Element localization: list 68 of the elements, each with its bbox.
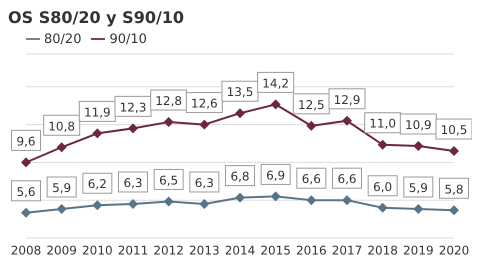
point	[306, 120, 316, 131]
data-label: 6,5	[159, 173, 178, 188]
point	[92, 200, 102, 210]
point	[92, 128, 102, 138]
data-label: 12,6	[190, 96, 218, 111]
point	[413, 204, 424, 214]
point	[378, 140, 388, 150]
point	[449, 205, 459, 216]
point	[270, 99, 281, 110]
x-tick-label: 2013	[189, 244, 220, 258]
data-label: 14,2	[262, 76, 290, 90]
x-tick-label: 2011	[118, 244, 148, 258]
point	[235, 192, 245, 203]
legend-label: 80/20	[44, 32, 82, 47]
data-label: 10,5	[440, 123, 468, 138]
data-label: 5,9	[52, 181, 72, 196]
data-label: 6,9	[266, 168, 286, 182]
x-tick-label: 2020	[438, 244, 470, 258]
x-tick-label: 2010	[82, 244, 113, 258]
data-label: 11,0	[369, 116, 396, 131]
legend-label: 90/10	[109, 32, 147, 47]
data-label: 5,8	[444, 182, 464, 196]
x-tick-label: 2016	[296, 244, 327, 258]
point	[164, 196, 174, 206]
x-tick-label: 2017	[332, 244, 362, 258]
x-tick-label: 2019	[403, 244, 434, 258]
point	[270, 191, 281, 202]
chart-title: OS S80/20 y S90/10	[8, 8, 186, 28]
point	[21, 157, 31, 168]
data-label: 10,9	[404, 118, 432, 132]
point	[342, 116, 352, 126]
point	[56, 204, 67, 214]
data-label: 9,6	[16, 134, 36, 148]
x-tick-label: 2012	[153, 244, 184, 258]
point	[449, 146, 459, 156]
point	[342, 195, 352, 206]
data-label: 6,3	[194, 176, 214, 190]
data-label: 6,0	[373, 180, 392, 194]
data-label: 11,9	[84, 105, 111, 120]
data-label: 13,5	[226, 85, 254, 100]
point	[378, 202, 388, 213]
point	[199, 198, 210, 209]
point	[128, 198, 138, 209]
point	[235, 108, 245, 118]
data-label: 12,3	[120, 100, 146, 114]
data-label: 12,5	[298, 98, 325, 112]
data-label: 12,8	[155, 94, 182, 108]
data-label: 10,8	[48, 119, 76, 134]
x-tick-label: 2018	[367, 244, 398, 258]
point	[199, 120, 210, 130]
data-label: 6,6	[337, 172, 357, 186]
point	[56, 142, 67, 152]
data-label: 6,2	[88, 177, 107, 192]
x-tick-label: 2014	[224, 244, 256, 258]
point	[128, 123, 138, 134]
data-label: 5,9	[408, 181, 428, 196]
data-label: 6,3	[123, 176, 143, 190]
data-label: 6,6	[302, 172, 321, 186]
point	[21, 208, 31, 218]
point	[164, 117, 174, 128]
point	[306, 195, 316, 206]
x-tick-label: 2008	[10, 244, 42, 258]
x-tick-label: 2009	[46, 244, 77, 258]
data-label: 5,6	[16, 184, 36, 199]
point	[413, 141, 424, 151]
x-tick-label: 2015	[260, 244, 291, 258]
data-label: 12,9	[334, 92, 360, 107]
data-label: 6,8	[230, 170, 250, 184]
